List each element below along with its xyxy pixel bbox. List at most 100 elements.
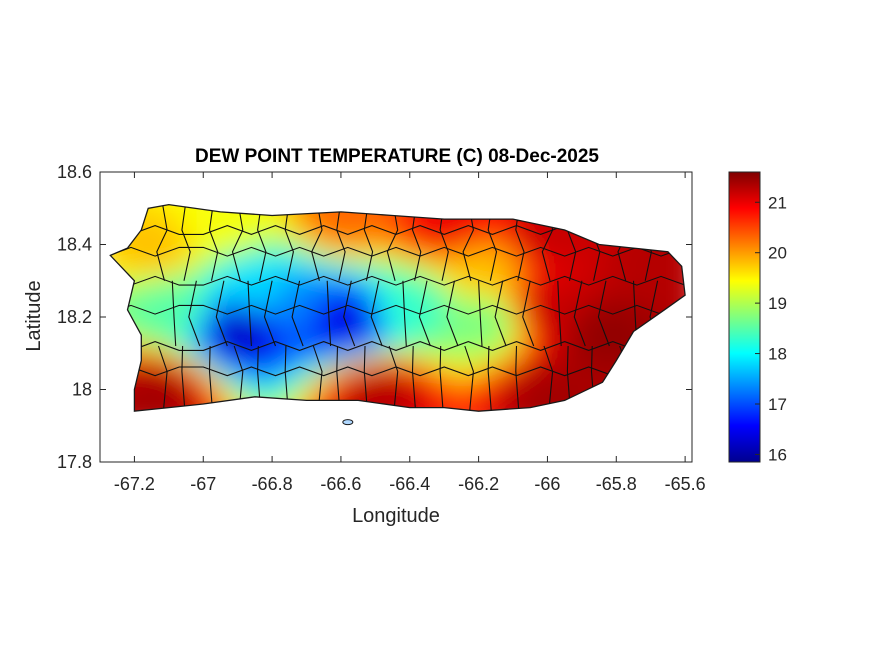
field-cell: [168, 208, 177, 217]
field-cell: [423, 367, 431, 376]
field-cell: [526, 396, 535, 405]
field-cell: [602, 331, 610, 340]
field-cell: [340, 353, 349, 362]
field-cell: [657, 288, 666, 296]
field-cell: [196, 396, 204, 405]
field-cell: [292, 317, 301, 325]
field-cell: [155, 331, 163, 340]
field-cell: [588, 251, 597, 260]
field-cell: [299, 222, 308, 231]
field-cell: [547, 324, 555, 333]
field-cell: [203, 317, 211, 325]
field-cell: [671, 266, 679, 275]
field-cell: [430, 389, 438, 398]
field-cell: [203, 259, 211, 267]
field-cell: [506, 251, 514, 260]
field-cell: [182, 309, 191, 318]
field-cell: [595, 259, 604, 267]
field-cell: [210, 251, 218, 260]
field-cell: [389, 375, 397, 383]
field-cell: [134, 251, 142, 260]
field-cell: [602, 273, 610, 282]
field-cell: [554, 324, 562, 333]
field-cell: [471, 331, 480, 340]
field-cell: [471, 273, 480, 282]
field-cell: [368, 215, 376, 224]
field-cell: [478, 331, 487, 340]
field-cell: [547, 375, 555, 383]
field-cell: [416, 215, 425, 224]
field-cell: [203, 396, 211, 405]
field-cell: [499, 396, 507, 405]
field-cell: [396, 251, 404, 260]
field-cell: [602, 266, 610, 275]
field-cell: [396, 360, 404, 369]
field-cell: [251, 259, 259, 267]
field-cell: [148, 353, 156, 362]
field-cell: [134, 375, 142, 383]
field-cell: [499, 375, 507, 383]
field-cell: [175, 244, 184, 253]
field-cell: [513, 237, 521, 246]
field-cell: [285, 375, 294, 383]
field-cell: [148, 324, 156, 333]
field-cell: [148, 382, 156, 391]
field-cell: [230, 288, 239, 296]
field-cell: [499, 251, 507, 260]
field-cell: [334, 244, 342, 253]
field-cell: [368, 367, 376, 376]
field-cell: [237, 244, 246, 253]
field-cell: [464, 346, 473, 354]
field-cell: [588, 266, 597, 275]
field-cell: [416, 280, 425, 289]
field-cell: [533, 317, 542, 325]
field-cell: [155, 404, 163, 412]
field-cell: [402, 324, 411, 333]
field-cell: [451, 222, 459, 231]
field-cell: [430, 317, 438, 325]
field-cell: [540, 288, 549, 296]
field-cell: [444, 338, 452, 347]
field-cell: [458, 244, 466, 253]
field-cell: [327, 389, 335, 398]
field-cell: [134, 273, 142, 282]
field-cell: [196, 237, 204, 246]
field-cell: [623, 259, 631, 267]
field-cell: [148, 215, 156, 224]
field-cell: [609, 266, 617, 275]
field-cell: [575, 382, 583, 391]
field-cell: [561, 375, 569, 383]
field-cell: [175, 338, 184, 347]
field-cell: [540, 396, 549, 405]
field-cell: [217, 288, 225, 296]
field-cell: [292, 331, 301, 340]
field-cell: [643, 273, 652, 282]
field-cell: [258, 309, 266, 318]
field-cell: [402, 273, 411, 282]
field-cell: [485, 396, 493, 405]
field-cell: [630, 251, 638, 260]
field-cell: [272, 230, 280, 238]
field-cell: [499, 302, 507, 311]
field-cell: [306, 266, 314, 275]
field-cell: [464, 375, 473, 383]
field-cell: [471, 280, 480, 289]
field-cell: [368, 237, 376, 246]
field-cell: [230, 324, 239, 333]
field-cell: [382, 375, 390, 383]
field-cell: [519, 259, 528, 267]
field-cell: [492, 389, 500, 398]
field-cell: [279, 280, 287, 289]
field-cell: [306, 338, 314, 347]
field-cell: [251, 367, 259, 376]
field-cell: [389, 215, 397, 224]
field-cell: [258, 230, 266, 238]
field-cell: [382, 259, 390, 267]
field-cell: [561, 317, 569, 325]
field-cell: [540, 309, 549, 318]
field-cell: [451, 309, 459, 318]
field-cell: [327, 331, 335, 340]
field-cell: [279, 353, 287, 362]
field-cell: [478, 382, 487, 391]
field-cell: [478, 273, 487, 282]
